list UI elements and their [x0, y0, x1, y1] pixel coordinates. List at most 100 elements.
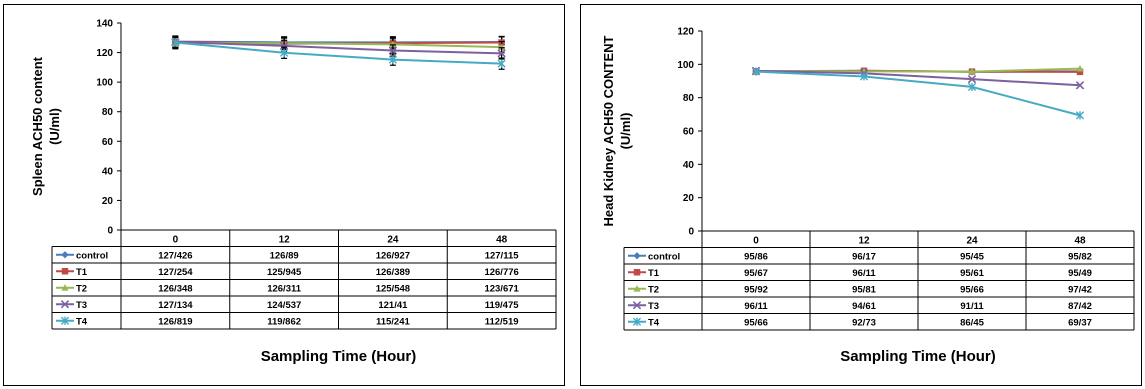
legend-entry: T4: [628, 317, 660, 328]
x-category-label: 0: [173, 234, 179, 245]
y-axis-label: Spleen ACH50 content (U/ml): [30, 56, 62, 196]
data-table-cell: 95/45: [960, 251, 984, 262]
data-point-marker: [279, 41, 289, 51]
data-table-cell: 86/45: [960, 317, 984, 328]
data-point-marker: [171, 38, 180, 47]
data-table-cell: 127/254: [158, 267, 193, 278]
legend-series-name: T2: [648, 284, 659, 295]
spleen-chart: Spleen ACH50 content (U/ml) 0 20 40 60 80 100 12…: [30, 19, 557, 365]
data-table-cell: 124/537: [267, 300, 301, 311]
legend-marker-icon: [632, 301, 642, 310]
legend-entry: T1: [56, 267, 88, 278]
y-tick-label: 40: [102, 166, 114, 177]
legend-marker-icon: [61, 251, 69, 259]
data-point-marker: [388, 46, 398, 55]
data-point-marker: [1076, 68, 1084, 76]
legend-entry: T3: [56, 300, 87, 311]
data-table-cell: 126/311: [267, 283, 302, 294]
series-line: [175, 41, 502, 55]
legend-marker-icon: [61, 284, 69, 291]
data-table-cell: 95/67: [744, 268, 768, 279]
y-tick-label: 60: [102, 137, 114, 148]
y-tick-label: 80: [683, 93, 695, 104]
data-table-cell: 96/11: [744, 301, 768, 312]
legend-marker-icon: [633, 269, 641, 276]
data-point-marker: [497, 59, 506, 68]
data-table-cell: 95/82: [1068, 251, 1092, 262]
data-table-cell: 95/61: [960, 268, 984, 279]
data-table-cell: 115/241: [376, 316, 411, 327]
legend-marker-icon: [632, 317, 642, 326]
series-group: [171, 36, 506, 70]
data-table-cell: 96/11: [852, 268, 876, 279]
data-table-cell: 95/66: [960, 284, 984, 295]
legend-marker-icon: [633, 252, 641, 260]
data-point-marker: [968, 67, 976, 75]
legend-series-name: T2: [76, 283, 87, 294]
legend-marker-icon: [60, 300, 70, 309]
data-table-cell: 92/73: [852, 317, 876, 328]
data-point-marker: [859, 72, 869, 81]
data-point-marker: [751, 67, 761, 76]
series-group: [751, 67, 1085, 120]
y-tick-label: 120: [677, 27, 694, 38]
x-category-label: 12: [858, 235, 870, 246]
legend-series-name: T3: [76, 300, 87, 311]
legend-marker-icon: [633, 285, 641, 292]
y-axis-label-line: Spleen ACH50 content: [30, 56, 45, 196]
y-tick-label: 0: [107, 226, 113, 237]
legend-series-name: T3: [648, 301, 659, 312]
data-table-cell: 126/389: [376, 267, 410, 278]
y-axis-label-line: (U/ml): [618, 113, 633, 150]
data-table-cell: 112/519: [485, 316, 519, 327]
x-axis-title: Sampling Time (Hour): [261, 348, 417, 365]
legend-series-name: T4: [76, 316, 88, 327]
data-table-cell: 119/862: [267, 316, 301, 327]
legend-entry: control: [56, 250, 108, 261]
data-point-marker: [967, 74, 977, 84]
data-point-marker: [389, 40, 397, 48]
data-point-marker: [280, 48, 289, 57]
data-point-marker: [1075, 111, 1085, 120]
data-table-cell: 127/115: [485, 250, 520, 261]
legend-series-name: control: [648, 251, 680, 262]
data-table-cell: 126/348: [158, 283, 192, 294]
x-axis-title: Sampling Time (Hour): [840, 348, 996, 365]
legend-entry: T4: [56, 316, 88, 327]
x-category-label: 48: [1074, 235, 1086, 246]
y-tick-label: 0: [688, 227, 694, 238]
data-table-cell: 127/426: [158, 250, 192, 261]
data-table-cell: 87/42: [1068, 301, 1092, 312]
y-axis-label-line: Head Kidney ACH50 CONTENT: [601, 35, 616, 226]
data-table-cell: 94/61: [852, 301, 876, 312]
y-tick-label: 100: [677, 60, 694, 71]
series-line: [175, 41, 502, 65]
data-point-marker: [497, 49, 506, 58]
series-line: [755, 69, 1081, 87]
spleen-chart-panel: Spleen ACH50 content (U/ml) 0 20 40 60 80 100 12…: [3, 4, 565, 386]
data-table-cell: 95/92: [744, 284, 768, 295]
data-table-cell: 126/89: [270, 250, 299, 261]
data-table-cell: 96/17: [852, 251, 876, 262]
y-tick-label: 100: [96, 78, 113, 89]
x-category-label: 0: [753, 235, 759, 246]
data-table-cell: 91/11: [960, 301, 984, 312]
legend-series-name: T4: [648, 317, 660, 328]
data-point-marker: [498, 43, 506, 51]
y-axis-label: Head Kidney ACH50 CONTENT (U/ml): [601, 35, 633, 226]
data-point-marker: [1075, 81, 1085, 90]
legend-marker-icon: [61, 268, 69, 275]
data-table-cell: 121/41: [378, 300, 408, 311]
series-line: [755, 70, 1081, 117]
legend-series-name: control: [76, 250, 108, 261]
y-axis-label-line: (U/ml): [47, 108, 62, 145]
legend-entry: T2: [628, 284, 659, 295]
data-table-cell: 125/945: [267, 267, 302, 278]
legend-entry: control: [628, 251, 680, 262]
x-category-label: 12: [279, 234, 291, 245]
data-table-cell: 125/548: [376, 283, 410, 294]
y-tick-label: 140: [96, 19, 113, 30]
legend-marker-icon: [60, 316, 70, 325]
data-table-cell: 69/37: [1068, 317, 1092, 328]
data-table-cell: 95/66: [744, 317, 768, 328]
